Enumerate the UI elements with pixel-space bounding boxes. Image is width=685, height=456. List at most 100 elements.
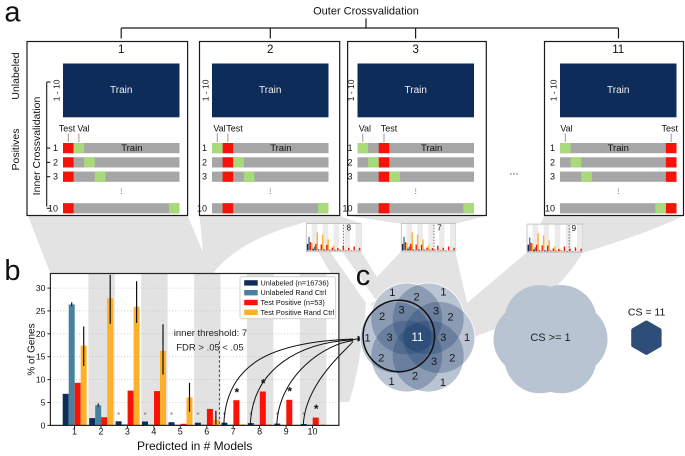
svg-text:25: 25 xyxy=(36,306,46,316)
svg-text:1: 1 xyxy=(389,287,395,299)
svg-text:...: ... xyxy=(509,166,518,178)
svg-text:2: 2 xyxy=(98,427,103,437)
svg-text:CS = 11: CS = 11 xyxy=(628,307,666,319)
svg-text:*: * xyxy=(143,411,146,420)
svg-text:3: 3 xyxy=(398,304,404,316)
svg-text:⋮: ⋮ xyxy=(412,189,419,196)
svg-text:10: 10 xyxy=(36,375,46,385)
svg-text:Train: Train xyxy=(110,85,132,96)
svg-text:2: 2 xyxy=(202,157,207,167)
svg-text:2: 2 xyxy=(347,157,352,167)
svg-text:Val: Val xyxy=(77,124,89,134)
svg-text:1: 1 xyxy=(440,287,446,299)
svg-text:2: 2 xyxy=(550,157,555,167)
svg-text:2: 2 xyxy=(378,353,384,365)
svg-text:2: 2 xyxy=(413,291,419,303)
svg-text:20: 20 xyxy=(36,329,46,339)
svg-text:Val: Val xyxy=(560,124,572,134)
svg-text:FDR > .05: FDR > .05 xyxy=(176,342,220,353)
svg-text:Positives: Positives xyxy=(10,128,22,170)
svg-text:3: 3 xyxy=(202,172,207,182)
svg-text:c: c xyxy=(356,260,371,292)
svg-text:8: 8 xyxy=(347,224,352,233)
svg-text:3: 3 xyxy=(440,332,446,344)
svg-text:1 - 10: 1 - 10 xyxy=(549,79,559,101)
svg-text:2: 2 xyxy=(412,370,418,382)
svg-text:Val: Val xyxy=(213,124,225,134)
svg-text:2: 2 xyxy=(53,157,58,167)
svg-text:Train: Train xyxy=(607,85,629,96)
svg-text:a: a xyxy=(4,0,21,29)
svg-text:3: 3 xyxy=(53,172,58,182)
svg-text:*: * xyxy=(170,411,173,420)
svg-text:Inner Crossvalidation: Inner Crossvalidation xyxy=(31,97,43,196)
svg-text:3: 3 xyxy=(550,172,555,182)
svg-text:9: 9 xyxy=(284,427,289,437)
svg-text:1: 1 xyxy=(389,376,395,388)
svg-text:⋮: ⋮ xyxy=(118,189,125,196)
svg-text:Train: Train xyxy=(405,85,427,96)
svg-text:4: 4 xyxy=(151,427,156,437)
svg-text:3: 3 xyxy=(125,427,130,437)
svg-text:8: 8 xyxy=(257,427,262,437)
svg-text:Test: Test xyxy=(59,124,76,134)
svg-text:15: 15 xyxy=(36,352,46,362)
svg-text:*: * xyxy=(287,385,292,399)
svg-text:10: 10 xyxy=(197,203,207,213)
svg-text:1: 1 xyxy=(72,427,77,437)
svg-text:Test: Test xyxy=(662,124,679,134)
svg-text:10: 10 xyxy=(342,203,352,213)
svg-text:Unlabeled Rand Ctrl: Unlabeled Rand Ctrl xyxy=(261,288,327,297)
svg-text:b: b xyxy=(4,255,20,287)
svg-text:2: 2 xyxy=(448,312,454,324)
svg-text:1 - 10: 1 - 10 xyxy=(346,79,356,101)
svg-text:⋮: ⋮ xyxy=(615,189,622,196)
svg-text:9: 9 xyxy=(572,224,577,233)
svg-text:*: * xyxy=(314,402,319,416)
svg-text:% of Genes: % of Genes xyxy=(27,323,38,375)
svg-text:Test: Test xyxy=(381,124,398,134)
svg-text:3: 3 xyxy=(413,44,419,56)
svg-text:1 - 10: 1 - 10 xyxy=(52,79,62,101)
svg-text:3: 3 xyxy=(433,306,439,318)
svg-text:2: 2 xyxy=(267,44,273,56)
svg-text:30: 30 xyxy=(36,283,46,293)
svg-text:Train: Train xyxy=(421,143,442,154)
svg-text:1: 1 xyxy=(118,44,124,56)
svg-text:7: 7 xyxy=(231,427,236,437)
svg-text:*: * xyxy=(302,411,305,420)
svg-text:Unlabeled: Unlabeled xyxy=(10,52,22,99)
svg-text:1: 1 xyxy=(550,143,555,153)
svg-text:2: 2 xyxy=(379,311,385,323)
svg-text:Train: Train xyxy=(270,143,291,154)
svg-text:1: 1 xyxy=(365,332,371,344)
svg-text:11: 11 xyxy=(612,44,624,56)
svg-text:11: 11 xyxy=(412,332,424,344)
svg-text:1: 1 xyxy=(440,377,446,389)
svg-text:CS >= 1: CS >= 1 xyxy=(530,332,570,344)
svg-text:Train: Train xyxy=(608,143,629,154)
svg-text:6: 6 xyxy=(204,427,209,437)
svg-text:*: * xyxy=(196,411,199,420)
svg-text:inner threshold: 7: inner threshold: 7 xyxy=(174,328,247,339)
svg-text:⋮: ⋮ xyxy=(267,189,274,196)
svg-text:10: 10 xyxy=(48,203,58,213)
svg-text:1: 1 xyxy=(464,332,470,344)
svg-text:Predicted in # Models: Predicted in # Models xyxy=(137,439,252,453)
svg-text:2: 2 xyxy=(449,353,455,365)
svg-text:Train: Train xyxy=(121,143,142,154)
svg-text:10: 10 xyxy=(308,427,318,437)
svg-text:1: 1 xyxy=(347,143,352,153)
svg-text:Test: Test xyxy=(226,124,243,134)
svg-text:< .05: < .05 xyxy=(222,342,243,353)
svg-text:5: 5 xyxy=(41,398,46,408)
svg-text:3: 3 xyxy=(386,332,392,344)
svg-text:Outer Crossvalidation: Outer Crossvalidation xyxy=(313,6,419,18)
svg-text:1: 1 xyxy=(202,143,207,153)
svg-text:Test Positive (n=53): Test Positive (n=53) xyxy=(261,298,325,307)
svg-text:1 - 10: 1 - 10 xyxy=(201,79,211,101)
svg-text:*: * xyxy=(234,386,239,400)
svg-text:3: 3 xyxy=(347,172,352,182)
svg-text:*: * xyxy=(117,411,120,420)
svg-text:10: 10 xyxy=(545,203,555,213)
